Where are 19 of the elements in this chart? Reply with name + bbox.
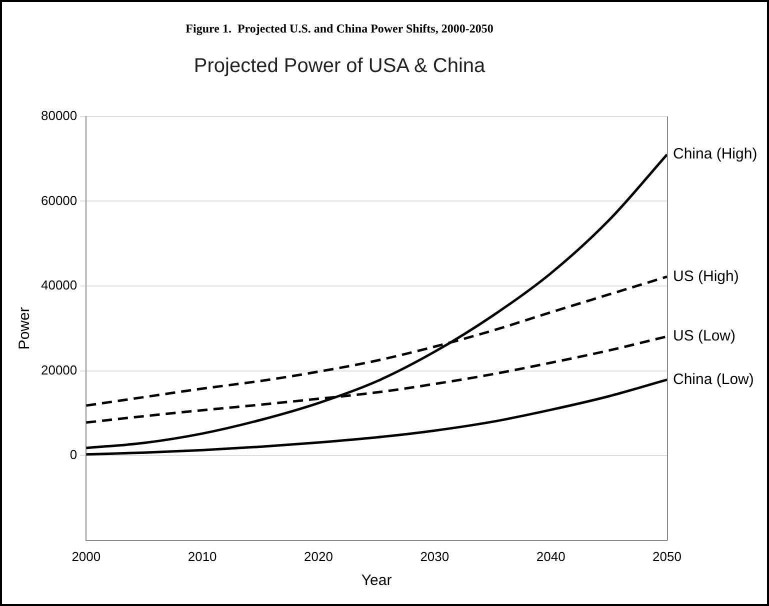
series-label: US (Low) [673,328,736,345]
series-label: China (Low) [673,370,754,388]
y-tick-label: 20000 [40,362,78,378]
y-tick-label: 40000 [40,278,78,293]
y-axis-title: Power [16,307,34,350]
y-tick-label: 60000 [40,192,78,208]
x-tick-label: 2040 [536,548,566,564]
chart-title: Figure 1. Projected U.S. and China Power Shifts, 2000-2050 [186,21,494,36]
x-tick-label: 2050 [652,548,682,564]
y-tick-label: 0 [70,447,78,462]
x-axis-title: Year [361,572,392,590]
series-label: US (High) [673,268,739,285]
series-label: China (High) [673,146,758,163]
x-tick-label: 2000 [72,548,101,564]
x-tick-label: 2020 [304,548,333,564]
x-tick-label: 2030 [420,548,450,564]
chart-subtitle: Projected Power of USA & China [194,54,486,77]
x-tick-label: 2010 [188,548,217,564]
y-tick-label: 80000 [40,108,78,123]
